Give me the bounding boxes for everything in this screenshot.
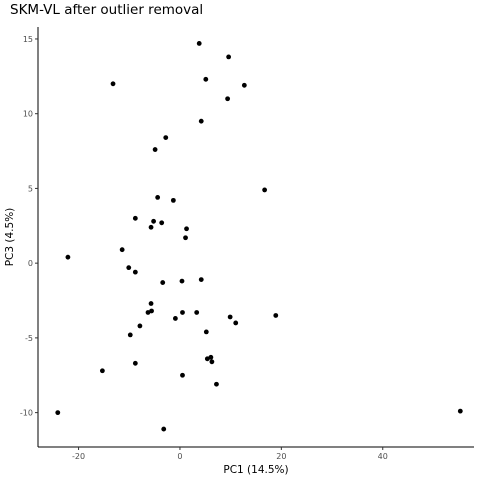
data-point (196, 41, 202, 46)
data-point (160, 280, 166, 285)
data-point (179, 278, 185, 284)
data-point (214, 381, 219, 387)
data-point (226, 54, 232, 60)
x-tick-label: 20 (276, 452, 286, 461)
data-point (163, 135, 169, 141)
data-point (183, 235, 188, 241)
x-tick-label: -20 (72, 452, 85, 461)
data-point (110, 81, 116, 87)
x-axis-title: PC1 (14.5%) (223, 464, 288, 476)
data-point (119, 247, 125, 253)
data-point (180, 310, 185, 315)
x-axis-ticks: -20 0 20 40 (72, 447, 388, 461)
chart-title: SKM-VL after outlier removal (10, 2, 203, 18)
data-point (132, 269, 138, 275)
data-point (137, 323, 143, 329)
data-point (148, 224, 154, 230)
data-point (241, 82, 247, 88)
data-point (172, 316, 178, 321)
y-tick-label: 0 (28, 259, 33, 268)
data-point (152, 147, 158, 152)
data-point (198, 277, 204, 282)
y-axis-title: PC3 (4.5%) (4, 208, 16, 267)
data-point (198, 118, 204, 124)
data-point (203, 329, 209, 335)
y-tick-label: 15 (23, 35, 33, 44)
data-point (65, 254, 71, 260)
data-points (55, 41, 463, 432)
data-point (208, 354, 214, 360)
data-point (127, 332, 133, 338)
data-point (170, 197, 176, 203)
data-point (149, 308, 154, 314)
y-tick-label: 10 (23, 110, 33, 119)
data-point (209, 359, 215, 365)
data-point (457, 408, 463, 414)
data-point (225, 96, 231, 102)
data-point (99, 368, 105, 374)
data-point (161, 426, 167, 432)
data-point (203, 76, 209, 82)
data-point (184, 226, 189, 232)
data-point (55, 410, 61, 416)
data-point (132, 360, 138, 366)
data-point (159, 220, 165, 226)
data-point (262, 187, 268, 193)
y-tick-label: -10 (20, 409, 33, 418)
data-point (132, 215, 138, 221)
data-point (155, 194, 161, 200)
data-point (273, 313, 279, 318)
x-tick-label: 40 (378, 452, 388, 461)
data-point (194, 310, 200, 315)
x-tick-label: 0 (177, 452, 182, 461)
y-tick-label: 5 (28, 184, 33, 193)
data-point (180, 372, 185, 378)
y-axis-ticks: -10 -5 0 5 10 15 (20, 35, 38, 418)
data-point (151, 218, 156, 224)
y-tick-label: -5 (25, 334, 33, 343)
data-point (126, 265, 132, 271)
data-point (227, 314, 233, 320)
data-point (148, 301, 154, 306)
data-point (233, 320, 239, 326)
